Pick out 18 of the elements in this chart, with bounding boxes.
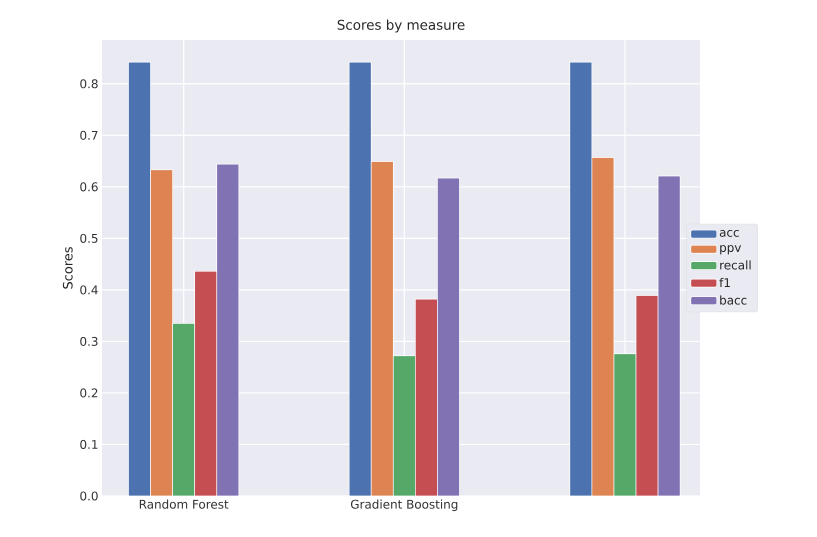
y-tick-label: 0.4 bbox=[80, 285, 98, 294]
y-tick-label: 0.8 bbox=[80, 79, 98, 88]
y-tick-label: 0.6 bbox=[80, 182, 98, 192]
y-tick-label: 0.2 bbox=[80, 388, 98, 398]
y-tick-label: 0.3 bbox=[80, 336, 98, 346]
y-tick-label: 0.7 bbox=[80, 130, 98, 140]
legend-label: recall bbox=[720, 260, 751, 270]
y-tick-label: 0.1 bbox=[80, 440, 98, 449]
x-tick-label: Gradient Boosting bbox=[350, 500, 458, 512]
chart-title: Scores by measure bbox=[338, 19, 464, 32]
legend-label: f1 bbox=[719, 278, 730, 287]
y-tick-label: 0.5 bbox=[80, 234, 98, 243]
legend-label: acc bbox=[720, 230, 739, 237]
legend-label: ppv bbox=[720, 245, 742, 254]
y-tick-label: 0.0 bbox=[80, 491, 98, 501]
y-axis-title: Scores bbox=[62, 247, 73, 289]
legend-label: bacc bbox=[720, 295, 746, 305]
x-tick-label: Random Forest bbox=[140, 500, 228, 509]
